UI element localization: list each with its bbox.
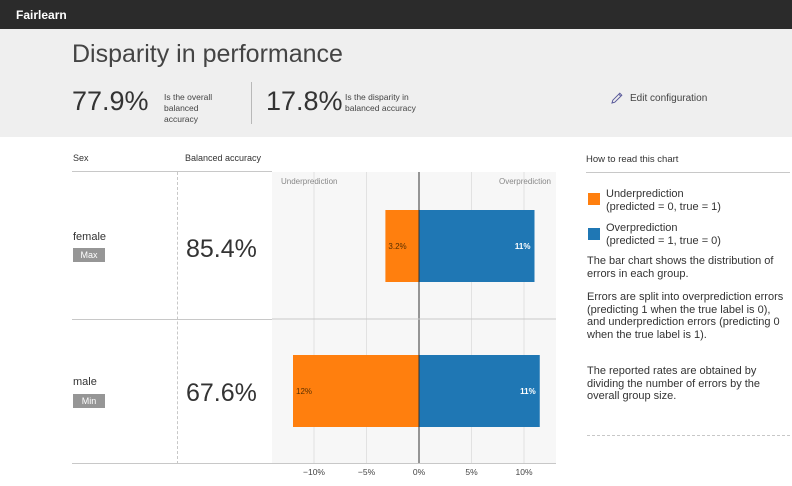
disparity-value: 17.8% [266,86,343,116]
how-to-read-divider [586,172,790,173]
x-tick-label: 0% [413,467,426,477]
how-to-read-bottom-border [587,435,790,436]
x-tick-label: 10% [515,467,532,477]
underprediction-label-male: 12% [296,387,312,396]
metric-divider [251,82,252,124]
how-to-read-title: How to read this chart [586,154,679,165]
legend-underprediction: Underprediction (predicted = 0, true = 1… [606,188,786,214]
underprediction-swatch [588,193,600,205]
x-tick-label: −10% [303,467,325,477]
overprediction-label-male: 11% [520,387,536,396]
explanation-error-split: Errors are split into overprediction err… [587,291,784,341]
male-accuracy-value: 67.6% [186,379,257,407]
column-header-sex: Sex [73,153,89,163]
column-divider [177,172,178,464]
summary-header: Disparity in performance 77.9% Is the ov… [0,29,792,137]
legend-underprediction-name: Underprediction [606,188,684,200]
disparity-description: Is the disparity in balanced accuracy [345,92,416,113]
edit-configuration-button[interactable]: Edit configuration [610,91,707,105]
underprediction-side-label: Underprediction [281,177,337,186]
overprediction-bar-male [419,355,540,427]
underprediction-bar-female [385,210,419,282]
legend-overprediction: Overprediction (predicted = 1, true = 0) [606,222,786,248]
female-accuracy-value: 85.4% [186,235,257,263]
table-top-border [72,171,272,172]
table-bottom-border [72,463,556,464]
min-badge: Min [73,394,105,408]
explanation-chart-shows: The bar chart shows the distribution of … [587,255,774,280]
pencil-icon [611,92,623,104]
underprediction-label-female: 3.2% [388,242,406,251]
overall-accuracy-value: 77.9% [72,86,149,116]
underprediction-bar-male [293,355,419,427]
legend-overprediction-name: Overprediction [606,222,678,234]
edit-configuration-label: Edit configuration [630,92,708,104]
overprediction-label-female: 11% [515,242,531,251]
max-badge: Max [73,248,105,262]
overprediction-side-label: Overprediction [499,177,551,186]
overprediction-bar-female [419,210,535,282]
x-tick-label: 5% [465,467,478,477]
overall-accuracy-description: Is the overall balanced accuracy [164,92,213,124]
group-label-female: female [73,231,107,243]
top-bar: Fairlearn [0,0,792,29]
column-header-balanced-accuracy: Balanced accuracy [185,153,262,163]
explanation-rates: The reported rates are obtained by divid… [587,365,761,402]
overprediction-swatch [588,228,600,240]
error-distribution-chart: 3.2% 11% 12% 11% Underprediction Overpredicti… [272,172,556,477]
legend-underprediction-detail: (predicted = 0, true = 1) [606,201,721,213]
legend-overprediction-detail: (predicted = 1, true = 0) [606,235,721,247]
app-brand: Fairlearn [16,8,67,22]
group-label-male: male [73,376,97,388]
page-title: Disparity in performance [72,40,343,68]
x-tick-label: −5% [358,467,376,477]
